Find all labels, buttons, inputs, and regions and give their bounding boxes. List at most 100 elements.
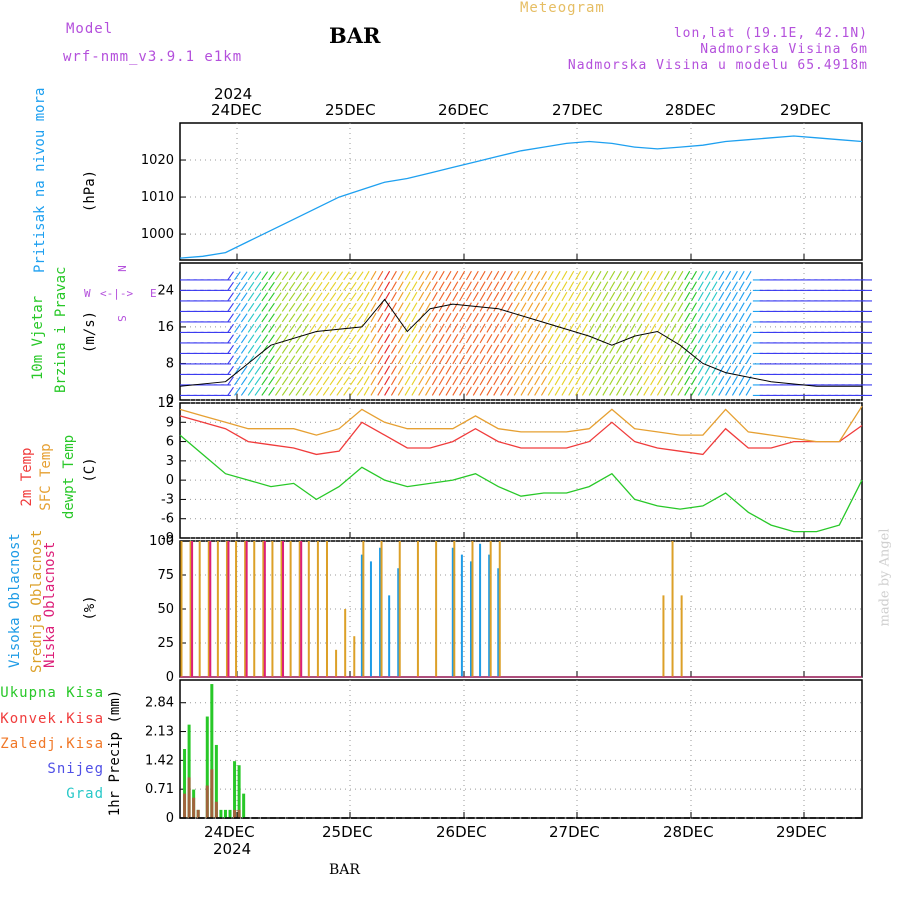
wind-barb: [479, 334, 486, 344]
wind-barb: [261, 365, 269, 375]
wind-barb: [506, 291, 513, 302]
date-top-1: 25DEC: [325, 101, 376, 119]
wind-barb: [370, 323, 377, 333]
wind-barb: [554, 355, 561, 365]
compass-west: W: [84, 287, 91, 300]
wind-barb: [561, 386, 568, 396]
wind-barb: [411, 344, 418, 354]
wind-barb: [718, 312, 725, 323]
precip-ytick-label: 2.13: [145, 725, 174, 740]
wind-barb: [588, 344, 595, 354]
wind-barb: [561, 344, 568, 354]
lonlat-label: lon,lat (19.1E, 42.1N): [673, 26, 868, 41]
wind-barb: [479, 323, 486, 333]
wind-barb: [370, 344, 377, 354]
wind-barb: [534, 355, 541, 365]
wind-barb: [438, 355, 445, 365]
cloud-ytick-label: 50: [157, 602, 174, 617]
wind-barb: [670, 291, 677, 302]
wind-barb: [356, 344, 364, 354]
wind-barb: [268, 323, 275, 333]
wind-barb: [425, 312, 431, 323]
wind-barb: [459, 334, 466, 344]
wind-barb: [636, 312, 643, 323]
wind-barb: [575, 334, 582, 344]
elevation-label: Nadmorska Visina 6m: [700, 42, 868, 57]
wind-barb: [691, 312, 697, 323]
wind-barb: [288, 271, 296, 281]
wind-barb: [527, 365, 534, 375]
wind-barb: [445, 344, 452, 354]
wind-barb: [704, 291, 711, 302]
wind-barb: [670, 365, 677, 375]
wind-barb: [356, 281, 364, 291]
wind-barb: [677, 281, 684, 291]
wind-barb: [575, 386, 582, 396]
wind-compass: W E N S <-|->: [84, 262, 157, 322]
wind-barb: [275, 355, 282, 365]
wind-barb: [315, 313, 323, 323]
wind-barb: [411, 312, 418, 323]
wind-barb: [540, 302, 547, 312]
wind-barb: [656, 344, 663, 354]
wind-barb: [636, 270, 643, 281]
wind-barb: [363, 312, 370, 323]
wind-barb: [704, 376, 711, 386]
wind-barb: [397, 334, 404, 344]
wind-barb: [459, 323, 466, 333]
wind-barb: [561, 291, 568, 302]
precip-bar: [233, 761, 237, 818]
wind-barb: [697, 323, 704, 333]
wind-barb: [356, 365, 364, 375]
wind-barb: [254, 313, 262, 323]
wind-barb: [234, 302, 241, 312]
wind-barb: [745, 291, 752, 302]
wind-barb: [520, 281, 527, 291]
wind-barb: [431, 344, 438, 354]
wind-barb: [718, 302, 725, 312]
precip-bar: [214, 801, 218, 818]
wind-barb: [636, 302, 643, 312]
wind-barb: [513, 386, 520, 396]
wind-barb: [629, 291, 636, 302]
wind-barb: [745, 355, 752, 365]
wind-barb: [561, 323, 568, 333]
wind-barb: [288, 313, 296, 323]
wind-barb: [350, 355, 357, 365]
wind-barb: [547, 291, 554, 302]
wind-barb: [445, 355, 452, 365]
wind-barb: [581, 376, 588, 386]
wind-barb: [650, 281, 657, 291]
wind-barb: [636, 291, 643, 302]
wind-barb: [602, 365, 609, 375]
wind-barb: [452, 365, 459, 375]
wind-barb: [527, 344, 534, 354]
wind-barb: [431, 291, 438, 302]
wind-barb: [329, 281, 337, 291]
wind-barb: [438, 376, 445, 386]
wind-barb: [547, 281, 554, 291]
wind-barb: [275, 376, 282, 386]
wind-barb: [745, 270, 752, 281]
wind-barb: [554, 323, 561, 333]
wind-barb: [677, 365, 684, 375]
wind-barb: [356, 355, 364, 365]
wind-barb: [465, 355, 472, 365]
wind-barb: [309, 313, 316, 323]
wind-barb: [322, 376, 330, 386]
wind-barb: [670, 376, 677, 386]
wind-barb: [663, 302, 670, 312]
wind-barb: [411, 334, 418, 344]
wind-barb: [240, 355, 248, 365]
wind-barb: [697, 291, 704, 302]
wind-barb: [643, 302, 650, 312]
wind-barb: [493, 323, 500, 333]
wind-barb: [465, 270, 472, 281]
wind-barb: [718, 344, 725, 354]
wind-barb: [302, 313, 309, 323]
wind-barb: [309, 344, 316, 354]
wind-barb: [725, 270, 732, 281]
wind-barb: [377, 344, 384, 354]
wind-barb: [445, 365, 452, 375]
wind-barb: [711, 365, 718, 375]
